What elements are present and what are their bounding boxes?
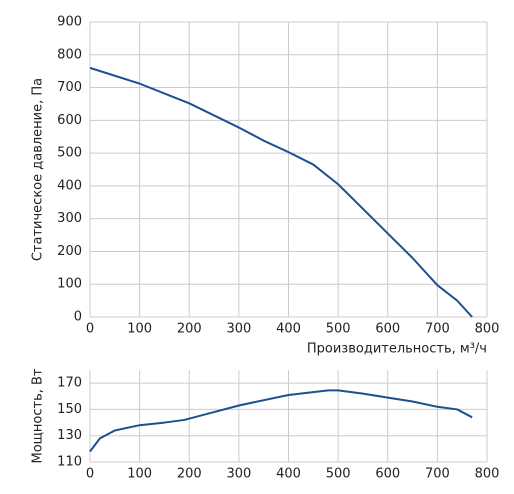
x-tick-label: 0 [86,322,94,337]
x-tick-label: 500 [326,322,351,337]
x-tick-label: 400 [276,467,301,482]
x-tick-label: 400 [276,322,301,337]
y-tick-label: 130 [57,428,82,443]
x-tick-label: 300 [226,322,251,337]
y-tick-label: 100 [57,277,82,292]
x-tick-label: 100 [127,467,152,482]
x-tick-label: 300 [226,467,251,482]
line [89,66,473,318]
y-tick-label: 700 [57,80,82,95]
x-tick-label: 700 [425,322,450,337]
x-tick-label: 600 [375,467,400,482]
line [89,389,473,453]
x-tick-label: 700 [425,467,450,482]
y-axis-label: Статическое давление, Па [31,78,46,261]
y-tick-label: 500 [57,146,82,161]
y-tick-label: 400 [57,178,82,193]
x-tick-label: 200 [177,467,202,482]
x-tick-label: 500 [326,467,351,482]
y-tick-label: 200 [57,244,82,259]
y-tick-label: 150 [57,402,82,417]
x-tick-label: 800 [475,322,500,337]
x-tick-label: 800 [475,467,500,482]
y-tick-label: 170 [57,376,82,391]
y-tick-label: 0 [74,310,82,325]
y-tick-label: 900 [57,15,82,30]
y-tick-label: 110 [57,455,82,470]
x-tick-label: 100 [127,322,152,337]
x-tick-label: 0 [86,467,94,482]
x-tick-label: 200 [177,322,202,337]
y-tick-label: 600 [57,113,82,128]
x-tick-label: 600 [375,322,400,337]
y-tick-label: 800 [57,47,82,62]
x-axis-label: Производительность, м³/ч [307,342,487,357]
y-tick-label: 300 [57,211,82,226]
y-axis-label: Мощность, Вт [31,368,46,463]
